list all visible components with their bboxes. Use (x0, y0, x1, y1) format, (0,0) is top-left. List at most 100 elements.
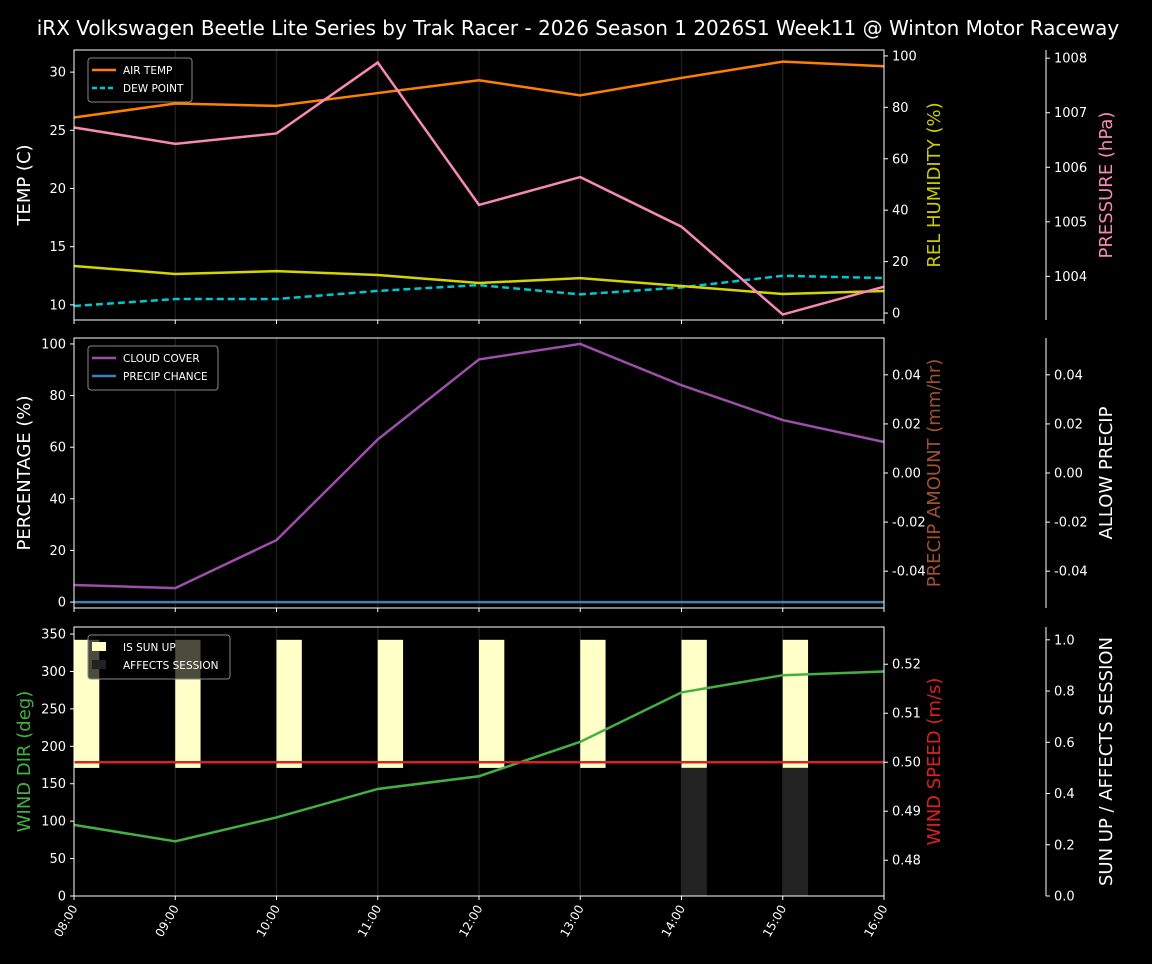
y-tick-label: 0 (58, 890, 66, 905)
y-tick-label: 50 (49, 852, 66, 867)
y2-tick-label: 80 (892, 101, 909, 116)
y-tick-label: 100 (41, 815, 66, 830)
legend-box (87, 634, 231, 680)
x-tick-label: 10:00 (254, 903, 283, 940)
y3-tick-label: 0.2 (1054, 838, 1075, 853)
legend-label: DEW POINT (123, 83, 184, 95)
axis-label-far-right: ALLOW PRECIP (1096, 406, 1117, 539)
y2-tick-label: 20 (892, 255, 909, 270)
y2-tick-label: 0.00 (892, 467, 921, 482)
panel-1: 10 15 20 25 30 0 20 40 60 80 100 1004 1005 1006 1007 10… (14, 49, 1117, 324)
y-tick-label: 150 (41, 777, 66, 792)
legend-box (87, 345, 219, 391)
x-tick-label: 15:00 (760, 903, 789, 940)
y3-tick-label: 1008 (1054, 52, 1087, 67)
y2-tick-label: -0.04 (892, 565, 926, 580)
axis-label-left: TEMP (C) (14, 144, 35, 226)
cloud-cover-line (73, 342, 885, 590)
legend-label: AIR TEMP (123, 65, 172, 77)
y-tick-label: 80 (49, 389, 66, 404)
y-tick-label: 25 (49, 124, 66, 139)
dew-point-line (73, 274, 885, 308)
chart-title: iRX Volkswagen Beetle Lite Series by Tra… (37, 16, 1120, 40)
air-temp-line (73, 60, 885, 119)
sun-up-bar (782, 639, 809, 768)
y2-tick-label: 0.02 (892, 417, 921, 432)
x-tick-label: 14:00 (659, 903, 688, 940)
y-tick-label: 60 (49, 441, 66, 456)
axis-label-right: PRECIP AMOUNT (mm/hr) (924, 359, 945, 588)
sun-up-bar (377, 639, 404, 768)
y-tick-label: 0 (58, 596, 66, 611)
y2-tick-label: 60 (892, 152, 909, 167)
axis-label-right: REL HUMIDITY (%) (924, 102, 945, 267)
y3-tick-label: 1005 (1054, 215, 1087, 230)
x-tick-label: 12:00 (456, 903, 485, 940)
legend-label: IS SUN UP (123, 642, 176, 654)
legend-label: PRECIP CHANCE (123, 371, 208, 383)
series-y3-line (73, 60, 885, 316)
y3-tick-label: 0.02 (1054, 417, 1083, 432)
y3-tick-label: 1006 (1054, 161, 1087, 176)
y2-tick-label: 0.48 (892, 854, 921, 869)
sun-up-bar (681, 639, 707, 768)
y3-tick-label: 0.04 (1054, 368, 1083, 383)
y2-tick-label: 40 (892, 204, 909, 219)
y-tick-label: 10 (49, 298, 66, 313)
y3-tick-label: 0.4 (1054, 787, 1075, 802)
y-tick-label: 30 (49, 66, 66, 81)
y-tick-label: 250 (41, 702, 66, 717)
affects-session-bar (681, 767, 707, 896)
y3-tick-label: 0.00 (1054, 467, 1083, 482)
series-y2-line (73, 264, 885, 296)
x-tick-label: 09:00 (152, 903, 181, 940)
y2-tick-label: 0.49 (892, 805, 921, 820)
y-tick-label: 100 (41, 337, 66, 352)
y3-tick-label: -0.04 (1054, 565, 1088, 580)
y3-tick-label: -0.02 (1054, 516, 1088, 531)
sun-up-bar (580, 639, 606, 768)
y2-tick-label: -0.02 (892, 516, 926, 531)
y-tick-label: 20 (49, 182, 66, 197)
legend: AIR TEMP DEW POINT (87, 57, 193, 103)
y2-tick-label: 100 (892, 49, 917, 64)
legend: IS SUN UP AFFECTS SESSION (87, 634, 231, 680)
legend: CLOUD COVER PRECIP CHANCE (87, 345, 219, 391)
y-tick-label: 300 (41, 665, 66, 680)
y-tick-label: 40 (49, 492, 66, 507)
y3-tick-label: 0.6 (1054, 736, 1075, 751)
axis-label-right: WIND SPEED (m/s) (924, 678, 945, 846)
x-tick-label: 13:00 (557, 903, 586, 940)
axis-label-far-right: SUN UP / AFFECTS SESSION (1096, 637, 1117, 886)
y3-tick-label: 1007 (1054, 106, 1087, 121)
y-tick-label: 350 (41, 628, 66, 643)
series-y-line (73, 670, 885, 843)
axis-label-far-right: PRESSURE (hPa) (1096, 112, 1117, 259)
axis-label-left: PERCENTAGE (%) (14, 395, 35, 550)
y-tick-label: 15 (49, 240, 66, 255)
y2-tick-label: 0.04 (892, 368, 921, 383)
x-tick-label: 08:00 (51, 903, 80, 940)
y3-tick-label: 0.0 (1054, 890, 1075, 905)
y2-tick-label: 0.52 (892, 658, 921, 673)
panel-3: 0 50 100 150 200 250 300 350 0.48 0.49 0.50 0.51 0.5… (14, 626, 1117, 940)
legend-label: CLOUD COVER (123, 353, 200, 365)
legend-swatch (92, 660, 106, 669)
sun-up-bar (479, 639, 505, 768)
y-tick-label: 200 (41, 740, 66, 755)
y-tick-label: 20 (49, 544, 66, 559)
affects-session-bar (782, 767, 809, 896)
y3-tick-label: 1004 (1054, 270, 1087, 285)
y3-tick-label: 1.0 (1054, 633, 1075, 648)
legend-label: AFFECTS SESSION (123, 660, 219, 672)
x-tick-label: 16:00 (861, 903, 890, 940)
x-tick-label: 11:00 (355, 903, 384, 940)
sun-up-bar (276, 639, 302, 768)
y2-tick-label: 0 (892, 307, 900, 322)
panel-2: 0 20 40 60 80 100 -0.04 -0.02 0.00 0.02 0.04 -0.04 -… (14, 337, 1117, 612)
y2-tick-label: 0.50 (892, 756, 921, 771)
legend-swatch (92, 642, 106, 651)
y3-tick-label: 0.8 (1054, 685, 1075, 700)
axis-label-left: WIND DIR (deg) (14, 691, 35, 833)
